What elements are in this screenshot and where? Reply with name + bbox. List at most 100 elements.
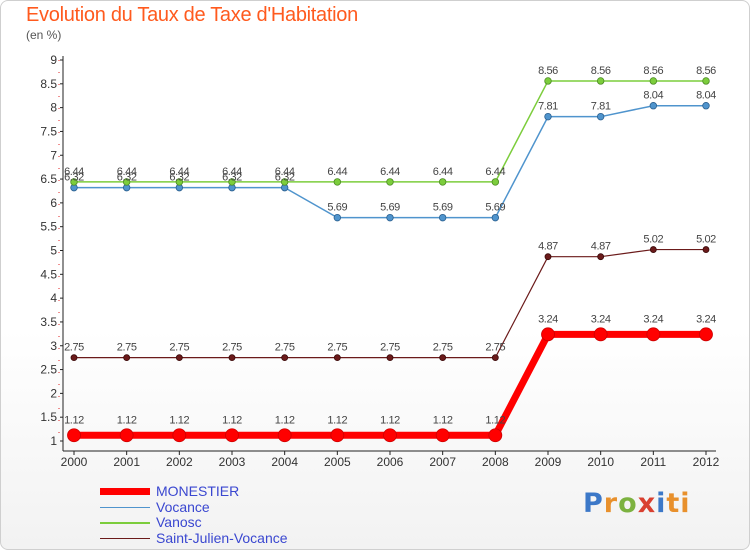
data-point <box>699 327 713 342</box>
data-label: 2.75 <box>327 342 347 354</box>
data-label: 2.75 <box>275 342 295 354</box>
x-tick-label: 2010 <box>587 455 614 469</box>
x-tick-label: 2004 <box>271 455 298 469</box>
data-label: 6.32 <box>64 172 84 184</box>
data-label: 1.12 <box>64 414 84 426</box>
proxiti-logo: Proxiti <box>583 488 691 519</box>
data-point <box>280 178 289 186</box>
data-label: 3.24 <box>643 313 663 325</box>
data-label: 6.44 <box>433 166 453 178</box>
data-point <box>439 354 447 362</box>
data-point <box>597 253 605 261</box>
data-label: 5.69 <box>327 202 347 214</box>
x-tick-label: 2011 <box>640 455 666 469</box>
legend-label: Vocance <box>156 498 210 515</box>
data-point <box>544 253 552 261</box>
logo-letter: r <box>603 488 619 519</box>
data-point <box>544 112 552 121</box>
data-label: 6.32 <box>117 172 137 184</box>
y-tick-label: 7.5 <box>40 124 57 138</box>
data-label: 8.56 <box>696 65 716 77</box>
x-tick-label: 2002 <box>166 455 193 469</box>
data-point <box>333 354 341 362</box>
data-point <box>228 178 236 186</box>
data-label: 6.44 <box>169 166 189 178</box>
data-point <box>435 428 450 443</box>
data-label: 7.81 <box>538 101 558 113</box>
data-point <box>593 327 608 342</box>
data-point <box>172 428 187 443</box>
data-label: 2.75 <box>222 342 242 354</box>
data-label: 1.12 <box>433 414 453 426</box>
x-tick-label: 2012 <box>693 455 720 469</box>
data-point <box>67 428 81 443</box>
logo-letter: ti <box>666 488 691 519</box>
data-label: 1.12 <box>117 414 137 426</box>
data-point <box>277 428 292 443</box>
data-label: 1.12 <box>380 414 400 426</box>
y-tick-label: 6.5 <box>40 172 57 186</box>
data-point <box>386 354 394 362</box>
data-point <box>544 77 552 85</box>
legend-swatch <box>100 506 150 508</box>
y-tick-label: 3.5 <box>40 315 57 329</box>
y-tick-label: 5 <box>50 244 57 258</box>
legend-swatch <box>100 537 150 539</box>
data-point <box>281 354 289 362</box>
data-point <box>228 354 236 362</box>
legend-label: Vanosc <box>156 514 202 531</box>
data-label: 2.75 <box>117 342 137 354</box>
data-label: 6.44 <box>485 166 505 178</box>
data-point <box>70 354 78 362</box>
logo-letter: x <box>637 488 657 519</box>
legend-swatch <box>100 488 150 496</box>
data-label: 3.24 <box>591 313 611 325</box>
data-label: 6.44 <box>64 166 84 178</box>
data-label: 3.24 <box>696 313 716 325</box>
data-point <box>541 327 555 342</box>
y-tick-label: 4.5 <box>40 267 57 281</box>
data-label: 5.69 <box>433 202 453 214</box>
data-label: 8.04 <box>696 90 716 102</box>
data-label: 6.44 <box>117 166 137 178</box>
data-label: 2.75 <box>169 342 189 354</box>
data-point <box>333 213 342 222</box>
logo-letter: P <box>583 488 604 519</box>
data-label: 1.12 <box>169 414 189 426</box>
data-point <box>123 354 131 362</box>
data-point <box>702 246 710 253</box>
data-point <box>438 178 447 186</box>
data-point <box>488 428 503 443</box>
data-label: 8.56 <box>591 65 611 77</box>
data-label: 1.12 <box>485 414 505 426</box>
legend-label: MONESTIER <box>156 483 240 500</box>
data-point <box>383 428 397 443</box>
data-label: 3.24 <box>538 313 558 325</box>
data-point <box>491 354 499 362</box>
x-tick-label: 2008 <box>482 455 509 469</box>
x-tick-label: 2006 <box>377 455 404 469</box>
y-tick-label: 5.5 <box>40 220 57 234</box>
data-point <box>596 112 605 121</box>
data-label: 7.81 <box>591 101 611 113</box>
data-label: 8.56 <box>643 65 663 77</box>
x-tick-label: 2007 <box>429 455 456 469</box>
y-tick-label: 8.5 <box>40 77 57 91</box>
data-label: 6.44 <box>222 166 242 178</box>
x-tick-label: 2009 <box>535 455 562 469</box>
data-label: 2.75 <box>433 342 453 354</box>
y-tick-label: 6 <box>50 196 57 210</box>
data-point <box>649 102 658 110</box>
logo-letter: o <box>618 488 638 519</box>
legend-item: Vocance <box>100 498 288 516</box>
data-point <box>70 178 78 186</box>
data-point <box>491 178 500 186</box>
data-label: 5.02 <box>696 234 716 246</box>
data-label: 5.69 <box>485 202 505 214</box>
data-label: 2.75 <box>380 342 400 354</box>
data-label: 5.69 <box>380 202 400 214</box>
data-label: 2.75 <box>485 342 505 354</box>
data-point <box>122 178 131 186</box>
chart-title: Evolution du Taux de Taxe d'Habitation <box>26 4 358 26</box>
